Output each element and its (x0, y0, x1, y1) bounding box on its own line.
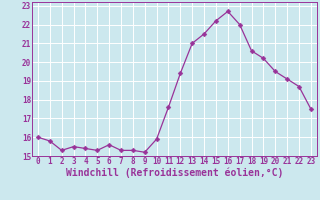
X-axis label: Windchill (Refroidissement éolien,°C): Windchill (Refroidissement éolien,°C) (66, 167, 283, 178)
